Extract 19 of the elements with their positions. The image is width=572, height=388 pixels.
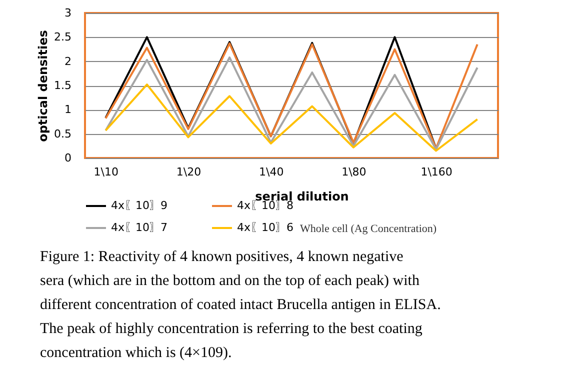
y-tick-label: 1: [64, 103, 72, 116]
y-tick-label: 2: [64, 54, 72, 68]
x-tick-label: 1\20: [176, 166, 202, 178]
caption: Figure 1: Reactivity of 4 known positives, 4 known negative sera (which are in the bottom and on the top of each peak) with different concentration of coated intact Brucella antigen in ELISA. The peak of highly concentration is referring to the best coating concentration which is (4×109).: [40, 249, 441, 361]
y-tick-label: 0: [64, 152, 72, 164]
y-tick-label: 3: [64, 6, 72, 20]
legend-label: 4x〖10〗6: [237, 221, 294, 234]
x-tick-label: 1\160: [420, 166, 452, 178]
text: Whole cell (Ag Concentration): [300, 223, 437, 235]
y-tick-label: 2.5: [54, 30, 72, 44]
x-tick-label: 1\80: [342, 166, 366, 178]
y-tick-label: 1.5: [54, 79, 72, 92]
y-tick-label: 0.5: [54, 127, 72, 140]
x-tick-label: 1\10: [94, 166, 118, 178]
x-tick-label: 1\40: [259, 166, 284, 178]
legend-label: 4x〖10〗7: [111, 221, 168, 234]
y-axis-title: optical densities: [36, 30, 50, 142]
legend-label: 4x〖10〗9: [111, 199, 168, 212]
line-series: [104, 84, 478, 152]
